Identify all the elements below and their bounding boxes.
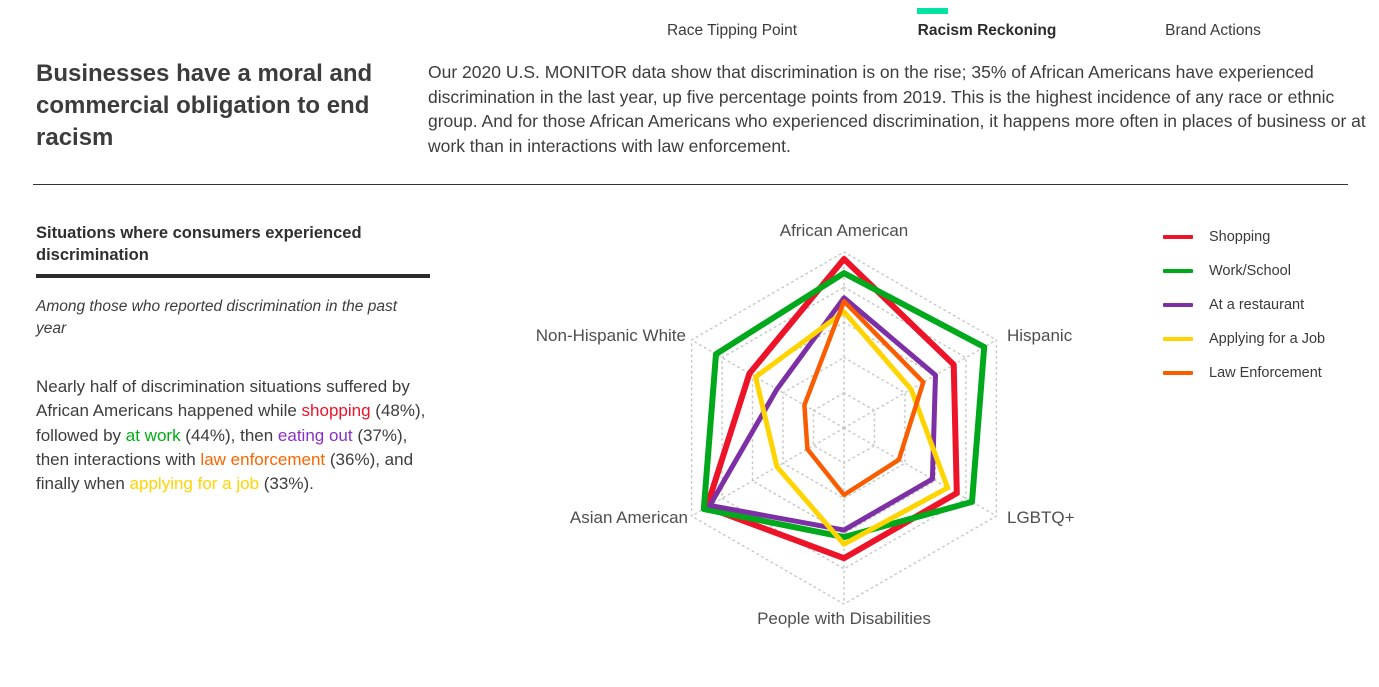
- grid-ring-50: [690, 251, 998, 605]
- axis-label-non-hispanic-white: Non-Hispanic White: [535, 326, 686, 345]
- grid-ring-20: [782, 356, 906, 500]
- highlighted-term: applying for a job: [129, 474, 260, 494]
- legend-label: Law Enforcement: [1209, 365, 1322, 381]
- text-segment: (48%), followed by: [36, 401, 426, 445]
- radar-series-law-enforcement: [802, 299, 926, 498]
- legend-swatch: [1163, 234, 1193, 240]
- legend-item: Law Enforcement: [1163, 356, 1325, 390]
- summary-paragraph: Nearly half of discrimination situations…: [36, 375, 434, 496]
- legend-label: Work/School: [1209, 263, 1291, 279]
- highlighted-term: eating out: [277, 425, 353, 445]
- chart-section-title: Situations where consumers experienced d…: [36, 224, 362, 265]
- highlighted-term: shopping: [301, 401, 371, 421]
- chart-subtitle-note: Among those who reported discrimination …: [36, 298, 398, 337]
- text-segment: Nearly half of discrimination situations…: [36, 377, 410, 421]
- section-divider: [33, 184, 1348, 185]
- axis-label-african-american: African American: [779, 221, 909, 240]
- legend-swatch: [1163, 302, 1193, 308]
- grid-spoke-2: [843, 427, 998, 517]
- tab-race-tipping-point[interactable]: Race Tipping Point: [666, 22, 798, 39]
- chart-legend: Shopping Work/School At a restaurant Applyi…: [1163, 220, 1325, 390]
- legend-item: Work/School: [1163, 254, 1325, 288]
- legend-label: At a restaurant: [1209, 297, 1305, 313]
- text-segment: (37%), then interactions with: [36, 425, 408, 469]
- grid-spoke-1: [843, 339, 998, 429]
- highlighted-term: law enforcement: [200, 449, 326, 469]
- intro-paragraph: Our 2020 U.S. MONITOR data show that dis…: [428, 62, 1366, 156]
- radar-series-applying-for-a-job: [753, 309, 951, 547]
- grid-spoke-5: [690, 339, 845, 429]
- radar-series-work-school: [700, 270, 988, 541]
- legend-item: Shopping: [1163, 220, 1325, 254]
- tab-brand-actions[interactable]: Brand Actions: [1165, 22, 1261, 39]
- axis-label-asian-american: Asian American: [569, 508, 688, 527]
- legend-swatch: [1163, 370, 1193, 376]
- text-segment: (36%), and finally when: [36, 449, 414, 494]
- legend-swatch: [1163, 268, 1193, 274]
- axis-label-people-with-disabilities: People with Disabilities: [757, 609, 931, 628]
- grid-spoke-4: [690, 427, 845, 517]
- highlighted-term: at work: [125, 425, 181, 445]
- grid-ring-40: [721, 286, 967, 570]
- page-title: Businesses have a moral and commercial o…: [36, 60, 373, 151]
- radar-series-at-a-restaurant: [707, 295, 938, 533]
- radar-chart-canvas: [690, 251, 998, 605]
- axis-label-hispanic: Hispanic: [1007, 326, 1073, 345]
- section-title-underline: [36, 274, 430, 278]
- tab-racism-reckoning[interactable]: Racism Reckoning: [917, 22, 1057, 39]
- legend-item: Applying for a Job: [1163, 322, 1325, 356]
- radar-series-shopping: [703, 256, 960, 562]
- legend-swatch: [1163, 336, 1193, 342]
- text-segment: (44%), then: [180, 425, 278, 445]
- legend-label: Shopping: [1209, 229, 1271, 245]
- legend-label: Applying for a Job: [1209, 331, 1326, 347]
- axis-label-lgbtq: LGBTQ+: [1007, 508, 1075, 527]
- active-tab-indicator: [917, 8, 948, 14]
- radar-chart: [540, 200, 1150, 650]
- legend-item: At a restaurant: [1163, 288, 1325, 322]
- text-segment: (33%).: [259, 474, 314, 494]
